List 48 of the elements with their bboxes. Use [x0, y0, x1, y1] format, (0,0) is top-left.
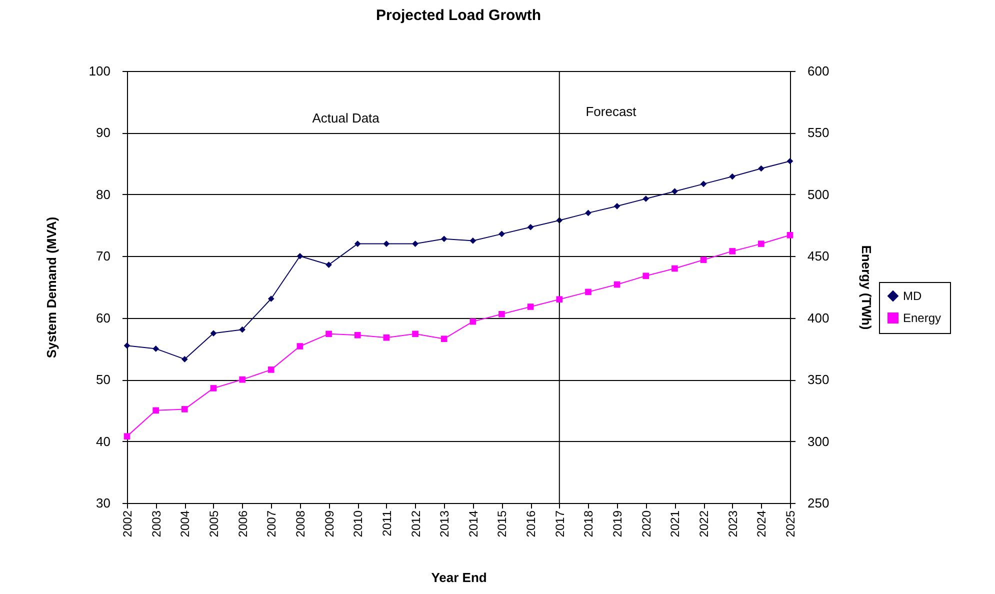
- x-tick-label: 2009: [322, 510, 336, 538]
- x-tick-label: 2011: [380, 510, 394, 536]
- y-tick-label: 50: [96, 372, 110, 388]
- x-tick-label: 2013: [438, 510, 452, 538]
- y2-tick-label: 400: [808, 310, 830, 326]
- y2-tick-label: 300: [808, 434, 830, 449]
- annotation: Forecast: [586, 104, 637, 120]
- x-tick-label: 2018: [582, 510, 596, 538]
- y2-tick-label: 500: [808, 186, 830, 202]
- x-tick-label: 2015: [495, 510, 510, 538]
- legend-label: Energy: [903, 311, 942, 325]
- x-tick-label: 2008: [293, 510, 308, 538]
- y2-tick-label: 550: [808, 125, 830, 140]
- x-tick-label: 2006: [236, 510, 250, 538]
- y-tick-label: 60: [96, 310, 110, 326]
- x-tick-label: 2003: [149, 510, 164, 538]
- chart-title: Projected Load Growth: [376, 7, 542, 24]
- x-tick-label: 2004: [178, 510, 192, 538]
- y2-tick-label: 450: [808, 248, 830, 264]
- x-tick-label: 2010: [351, 510, 366, 538]
- x-axis-title: Year End: [431, 570, 487, 586]
- x-tick-label: 2020: [639, 510, 654, 538]
- x-tick-label: 2024: [754, 510, 769, 538]
- y-tick-label: 90: [96, 125, 110, 140]
- x-tick-label: 2016: [524, 510, 538, 538]
- x-tick-label: 2005: [206, 510, 221, 538]
- x-tick-label: 2007: [264, 510, 279, 538]
- x-tick-label: 2012: [408, 510, 423, 538]
- x-tick-label: 2002: [120, 510, 134, 538]
- y2-axis-title: Energy (TWh): [859, 245, 874, 330]
- y2-tick-label: 350: [808, 372, 830, 388]
- y-tick-label: 40: [96, 434, 110, 449]
- x-tick-label: 2019: [610, 510, 625, 538]
- y2-tick-label: 250: [808, 496, 830, 510]
- x-tick-label: 2022: [697, 510, 712, 538]
- x-tick-label: 2017: [552, 510, 567, 538]
- x-tick-label: 2014: [466, 510, 480, 538]
- y-tick-label: 70: [96, 248, 110, 264]
- x-tick-label: 2021: [668, 510, 682, 538]
- y-tick-label: 100: [88, 64, 110, 78]
- y-tick-label: 80: [96, 186, 110, 202]
- legend-label: MD: [903, 289, 922, 303]
- y-axis-title: System Demand (MVA): [44, 216, 59, 358]
- x-tick-label: 2025: [784, 510, 798, 538]
- y2-tick-label: 600: [808, 64, 830, 78]
- x-tick-label: 2023: [726, 510, 740, 538]
- annotation: Actual Data: [312, 110, 380, 126]
- y-tick-label: 30: [96, 496, 110, 510]
